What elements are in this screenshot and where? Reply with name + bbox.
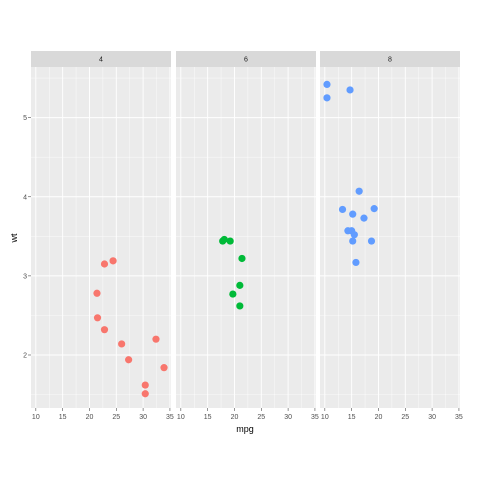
data-point (349, 237, 357, 245)
data-point (367, 237, 376, 245)
data-point (141, 390, 149, 398)
x-tick-label: 25 (257, 414, 265, 421)
data-point (370, 205, 378, 213)
y-tick-label: 4 (23, 194, 27, 201)
x-tick-label: 35 (166, 414, 174, 421)
facet-strip (176, 51, 316, 67)
y-axis-title: wt (9, 233, 19, 243)
data-point (349, 210, 357, 218)
y-tick-label: 5 (23, 115, 27, 122)
x-tick-label: 25 (112, 414, 120, 421)
data-point (100, 260, 109, 268)
facet-strip-label: 4 (99, 57, 103, 64)
data-point (323, 94, 331, 102)
y-tick-label: 3 (23, 273, 27, 280)
data-point (125, 356, 133, 364)
data-point (160, 364, 168, 372)
data-point (141, 381, 149, 389)
panel-background (320, 67, 460, 408)
data-point (236, 281, 244, 289)
facet-strip-label: 6 (244, 57, 248, 64)
x-tick-label: 10 (32, 414, 40, 421)
x-tick-label: 30 (139, 414, 147, 421)
x-tick-label: 15 (348, 414, 356, 421)
data-point (118, 340, 126, 348)
x-tick-label: 30 (284, 414, 292, 421)
data-point (229, 290, 237, 298)
data-point (93, 314, 102, 322)
data-point (355, 187, 363, 195)
data-point (100, 326, 109, 334)
facet-strip (320, 51, 460, 67)
y-tick-label: 2 (23, 352, 27, 359)
data-point (109, 257, 117, 265)
facet-strip (31, 51, 171, 67)
x-tick-label: 15 (204, 414, 212, 421)
data-point (238, 254, 246, 263)
panel-background (176, 67, 316, 408)
data-point (236, 302, 244, 310)
x-tick-label: 35 (311, 414, 319, 421)
x-tick-label: 20 (231, 414, 239, 421)
data-point (323, 80, 331, 89)
data-point (220, 235, 228, 244)
data-point (152, 335, 160, 343)
x-tick-label: 10 (321, 414, 329, 421)
x-axis-title: mpg (236, 424, 254, 434)
x-tick-label: 20 (375, 414, 383, 421)
x-tick-label: 20 (86, 414, 94, 421)
data-point (360, 214, 368, 222)
data-point (226, 237, 234, 245)
facet-strip-label: 8 (388, 57, 392, 64)
x-tick-label: 15 (59, 414, 67, 421)
data-point (346, 86, 354, 94)
x-tick-label: 10 (177, 414, 185, 421)
x-tick-label: 25 (401, 414, 409, 421)
data-point (352, 258, 360, 267)
data-point (338, 205, 347, 214)
x-tick-label: 35 (455, 414, 463, 421)
x-tick-label: 30 (428, 414, 436, 421)
panel-background (31, 67, 171, 408)
data-point (350, 231, 358, 239)
data-point (93, 289, 101, 297)
